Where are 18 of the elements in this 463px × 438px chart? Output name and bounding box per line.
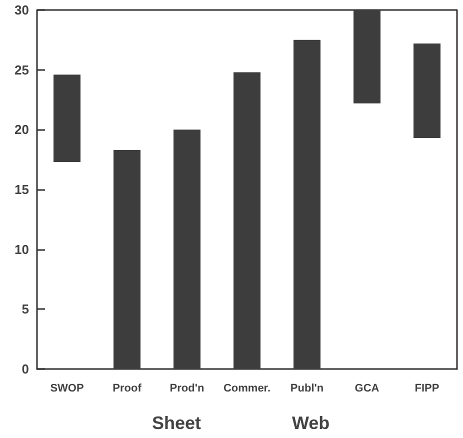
y-tick-label: 5 (22, 302, 29, 317)
x-tick-label: Commer. (223, 382, 271, 394)
x-tick-label: GCA (354, 382, 380, 394)
x-tick-label: SWOP (50, 382, 84, 394)
y-tick-label: 10 (14, 242, 29, 257)
x-tick-label: Publ'n (290, 382, 324, 394)
bar (414, 44, 440, 138)
x-tick-label: Proof (112, 382, 142, 394)
text: Web (292, 413, 330, 433)
y-tick-label: 0 (22, 362, 29, 376)
y-tick-label: 25 (14, 62, 29, 78)
y-tick-label: 30 (14, 2, 29, 18)
x-tick-label: FIPP (414, 382, 440, 394)
y-tick-label: 15 (14, 182, 29, 197)
x-tick-label: Prod'n (170, 382, 204, 394)
text: Sheet (152, 413, 202, 433)
y-tick-label: 20 (14, 122, 29, 138)
bar (54, 74, 80, 162)
